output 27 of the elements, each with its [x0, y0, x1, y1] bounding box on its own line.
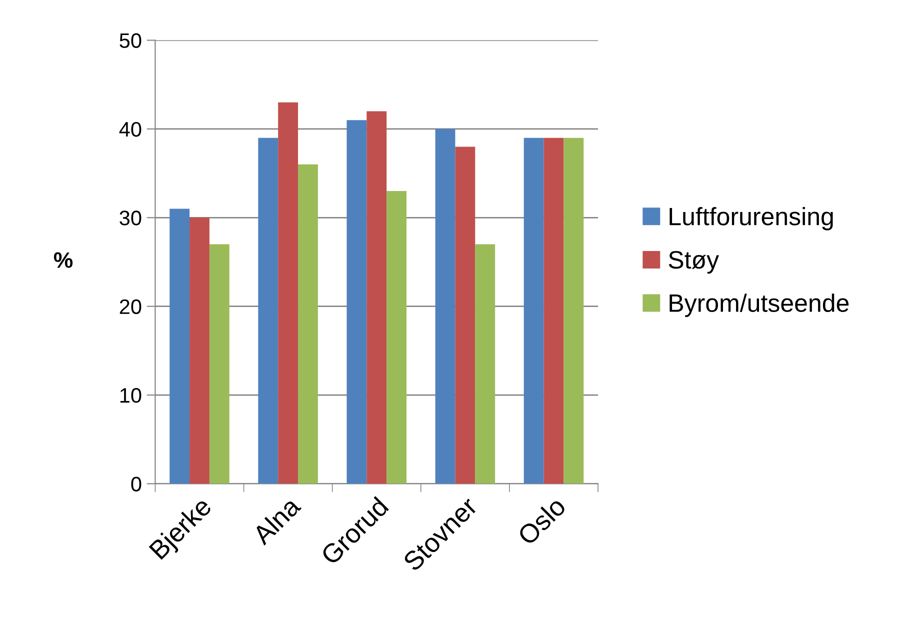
bar: [278, 102, 298, 484]
bar: [564, 138, 584, 484]
bar: [346, 120, 367, 484]
bar: [544, 138, 564, 484]
y-axis-title: %: [54, 252, 73, 268]
y-tick-label: 30: [120, 210, 142, 226]
bar: [455, 146, 476, 484]
bar: [524, 138, 544, 484]
y-tick-label: 0: [131, 476, 142, 492]
x-tick-label: Alna: [250, 494, 302, 546]
y-tick-label: 20: [120, 299, 142, 314]
y-tick-label: 50: [120, 33, 142, 48]
bar: [258, 138, 278, 484]
bar: [209, 244, 230, 484]
legend-label: Støy: [668, 251, 719, 274]
bar: [475, 244, 496, 484]
bar: [298, 164, 318, 484]
legend-label: Byrom/utseende: [670, 294, 849, 317]
bar: [435, 128, 456, 484]
legend-label: Luftforurensing: [670, 207, 833, 230]
bar: [170, 208, 190, 484]
bar: [366, 111, 387, 484]
bar: [190, 218, 210, 484]
bar: [386, 191, 406, 484]
y-tick-label: 40: [119, 122, 142, 137]
x-tick-label: Oslo: [516, 496, 567, 546]
y-tick-label: 10: [120, 388, 142, 403]
